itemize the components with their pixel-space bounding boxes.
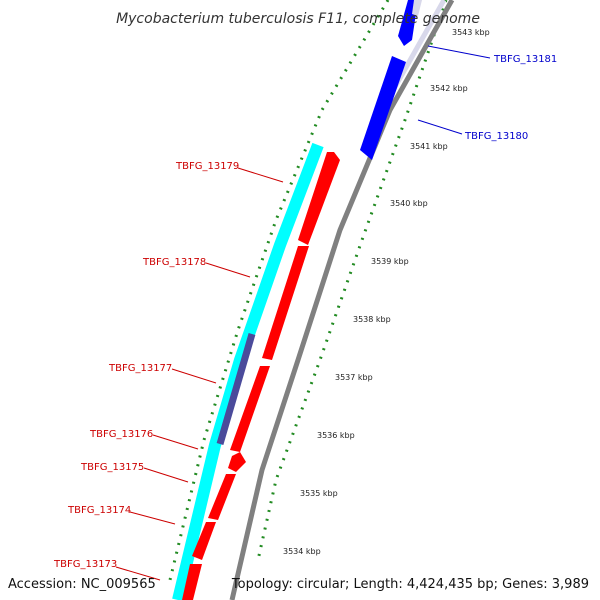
leader-line-13179 [237, 167, 284, 183]
tick-label-3534: 3534 kbp [283, 547, 321, 556]
gene-arrow-light [412, 0, 422, 16]
gene-label-13176[interactable]: TBFG_13176 [89, 429, 153, 440]
leader-line-13178 [205, 262, 251, 278]
tick-label-3536: 3536 kbp [317, 431, 355, 440]
tick-label-3542: 3542 kbp [430, 84, 468, 93]
gene-arrow-13173[interactable] [182, 564, 202, 600]
gene-label-13173[interactable]: TBFG_13173 [53, 559, 117, 570]
tick-label-3539: 3539 kbp [371, 257, 409, 266]
gene-label-13180[interactable]: TBFG_13180 [464, 131, 528, 142]
gene-arrow-13178[interactable] [262, 246, 309, 360]
leader-line-13180 [417, 119, 463, 135]
tick-label-3543: 3543 kbp [452, 28, 490, 37]
gene-arrow-13174[interactable] [192, 522, 216, 560]
gene-label-13178[interactable]: TBFG_13178 [142, 257, 206, 268]
accession-text: Accession: NC_009565 [8, 577, 156, 592]
leader-line-13181 [427, 45, 491, 59]
gene-arrow-13175[interactable] [208, 474, 236, 520]
gene-label-13181[interactable]: TBFG_13181 [493, 54, 557, 65]
gene-arrow-13177[interactable] [230, 366, 270, 452]
gene-label-13174[interactable]: TBFG_13174 [67, 505, 131, 516]
cds-track [172, 142, 324, 600]
feature-segment [216, 333, 256, 445]
leader-line-13174 [129, 511, 176, 525]
tick-label-3541: 3541 kbp [410, 142, 448, 151]
gene-label-13179[interactable]: TBFG_13179 [175, 161, 239, 172]
map-title: Mycobacterium tuberculosis F11, complete… [116, 11, 480, 27]
tick-label-3540: 3540 kbp [390, 199, 428, 208]
tick-label-3537: 3537 kbp [335, 373, 373, 382]
backbone-circle [229, 0, 455, 600]
tick-label-3538: 3538 kbp [353, 315, 391, 324]
gene-label-13175[interactable]: TBFG_13175 [80, 462, 144, 473]
gene-label-13177[interactable]: TBFG_13177 [108, 363, 172, 374]
leader-line-13173 [115, 566, 161, 581]
outer-dotted-track [256, 0, 448, 561]
gene-arrow-13179[interactable] [298, 152, 340, 245]
gene-arrow-13180[interactable] [360, 56, 406, 160]
leader-line-13175 [143, 467, 189, 483]
summary-text: Topology: circular; Length: 4,424,435 bp… [231, 577, 589, 592]
leader-line-13177 [171, 368, 217, 384]
gene-arrow-13176[interactable] [228, 452, 246, 472]
leader-line-13176 [152, 434, 199, 450]
tick-label-3535: 3535 kbp [300, 489, 338, 498]
